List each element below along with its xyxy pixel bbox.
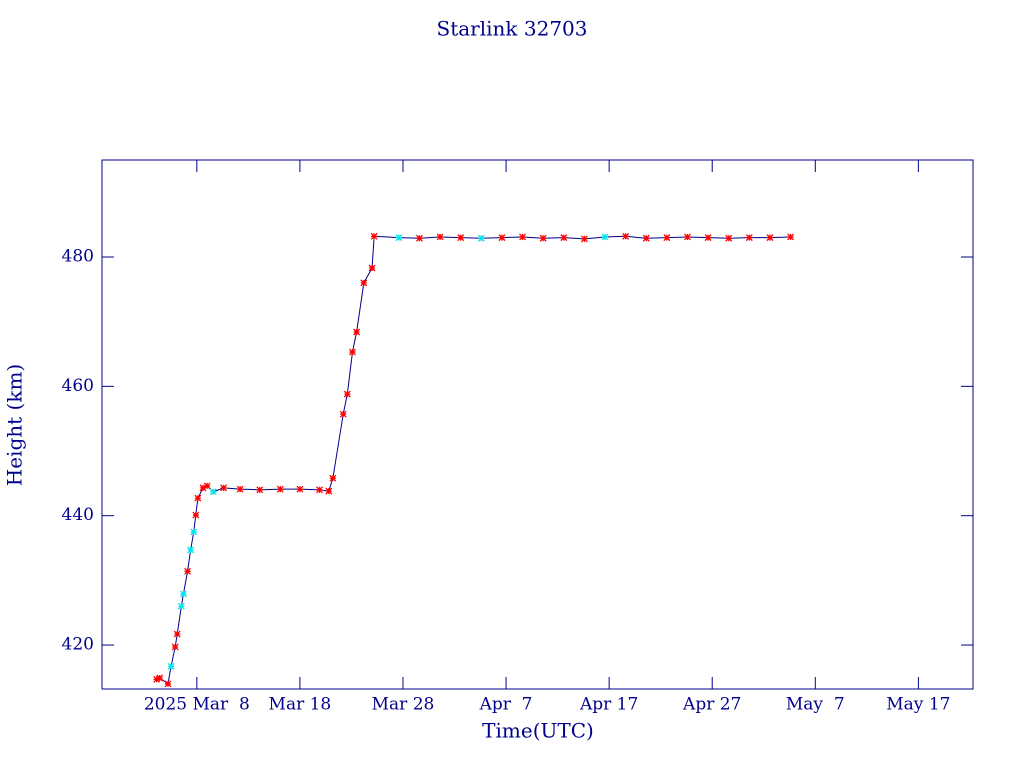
plot-frame [101,159,974,690]
data-point [236,485,244,493]
data-point [164,680,172,688]
data-point [194,494,202,502]
x-tick-label: Mar 28 [372,695,435,715]
data-point [601,233,609,241]
data-point [153,675,161,683]
data-point [436,233,444,241]
data-point [477,234,485,242]
data-point [580,235,588,243]
data-point [663,234,671,242]
data-point [725,234,733,242]
x-tick-label: Apr 7 [479,695,533,715]
y-tick-label: 420 [62,635,94,655]
x-tick-label: Apr 27 [682,695,741,715]
x-tick-label: May 17 [886,695,950,715]
data-point [416,234,423,242]
data-point [360,279,368,287]
data-point [787,233,795,241]
data-point [187,546,195,554]
data-point [539,234,547,242]
data-point [329,474,337,482]
chart-title: Starlink 32703 [437,17,588,41]
data-point [370,232,378,240]
data-point [368,264,376,272]
data-point [316,486,323,494]
data-point [184,567,192,575]
data-point [745,234,753,242]
x-tick-label: Apr 17 [579,695,638,715]
data-point [642,234,650,242]
data-point [156,674,164,682]
data-point [766,234,774,242]
data-point [171,643,179,651]
data-point [349,348,356,356]
data-point [177,602,185,610]
data-point [622,232,630,240]
data-point [457,234,465,242]
data-point [179,590,187,598]
height-line [156,235,791,685]
data-point [325,487,333,495]
y-axis-label: Height (km) [3,364,27,486]
data-point [353,328,361,336]
y-tick-label: 460 [62,376,94,396]
x-tick-label: 2025 Mar 8 [144,695,250,715]
data-point [167,662,175,670]
y-tick-label: 480 [62,247,94,267]
data-point [519,233,527,241]
data-point [560,234,568,242]
data-point [395,234,403,242]
x-tick-label: May 7 [786,695,845,715]
x-axis-label: Time(UTC) [482,719,594,743]
data-point [220,484,228,492]
x-tick-label: Mar 18 [269,695,332,715]
data-point [339,410,347,418]
data-point [256,486,264,494]
data-point [190,528,198,536]
data-point [498,234,506,242]
data-point [209,488,217,496]
y-tick-label: 440 [62,505,94,525]
data-point [173,630,181,638]
data-point [296,485,304,493]
data-point [684,233,691,241]
data-point [203,482,211,490]
data-point [199,484,207,492]
data-point [276,485,284,493]
data-point [343,390,351,398]
data-point [192,511,200,519]
data-point [704,234,712,242]
